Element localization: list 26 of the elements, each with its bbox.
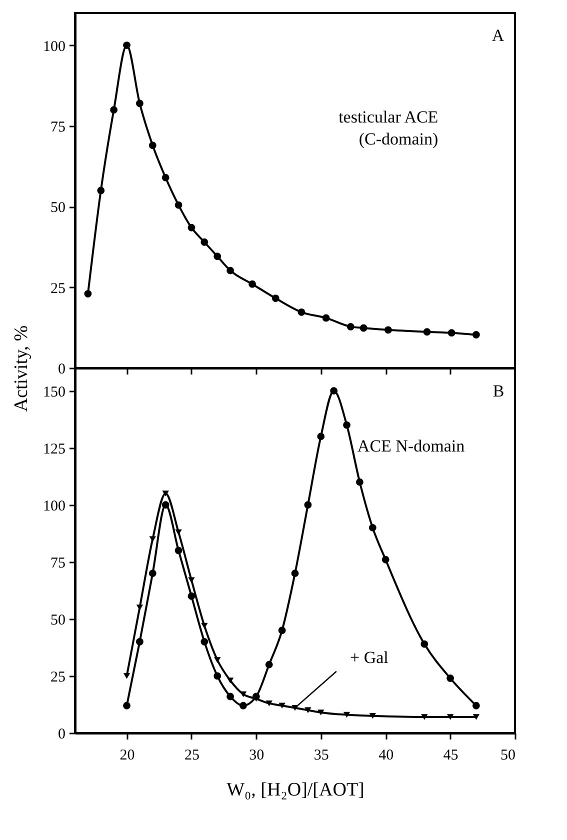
y-tick-label: 150 (43, 384, 66, 400)
x-tick-label: 40 (378, 748, 394, 764)
y-axis-title: Activity, % (11, 325, 32, 412)
y-tick-label: 75 (50, 119, 66, 136)
y-tick-label: 50 (50, 612, 66, 628)
annotation: ACE N-domain (357, 436, 466, 456)
y-tick-label: 0 (58, 362, 66, 378)
x-axis-title: W₀, [H₂O]/[AOT] (226, 780, 364, 800)
y-tick-label: 25 (50, 669, 66, 686)
y-tick-label: 100 (43, 498, 66, 514)
annotation: testicular ACE (C-domain) (338, 108, 438, 148)
y-tick-label: 0 (58, 726, 66, 742)
y-tick-label: 75 (50, 555, 66, 572)
annotation: B (492, 382, 504, 401)
y-tick-label: 125 (43, 441, 66, 458)
x-tick-label: 35 (314, 748, 329, 764)
x-tick-label: 30 (249, 748, 264, 764)
annotation: A (492, 26, 505, 45)
x-tick-label: 25 (184, 748, 200, 764)
x-tick-label: 20 (120, 748, 135, 764)
y-tick-label: 25 (50, 280, 66, 297)
annotation: + Gal (350, 648, 389, 667)
y-tick-label: 100 (43, 38, 66, 55)
x-tick-label: 45 (443, 748, 458, 764)
y-tick-label: 50 (50, 200, 66, 216)
x-tick-label: 50 (500, 748, 516, 764)
